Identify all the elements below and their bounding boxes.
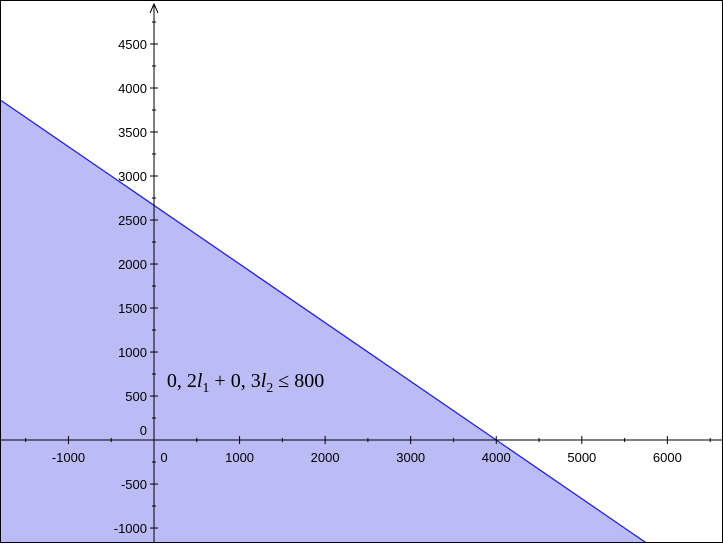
y-tick-label: 500 xyxy=(125,389,147,404)
coefficient-2: 0, 3 xyxy=(231,370,261,392)
x-tick-label: 3000 xyxy=(396,450,425,465)
x-tick-label: 6000 xyxy=(653,450,682,465)
inequality-label: 0, 2l1 + 0, 3l2 ≤ 800 xyxy=(167,370,324,396)
y-tick-label: 4000 xyxy=(118,81,147,96)
x-tick-label: 0 xyxy=(160,450,167,465)
y-tick-label: 1500 xyxy=(118,301,147,316)
x-tick-label: 1000 xyxy=(225,450,254,465)
subscript-2: 2 xyxy=(266,381,273,396)
y-tick-label: -500 xyxy=(121,477,147,492)
constraint-line xyxy=(0,99,655,548)
y-tick-label: 3500 xyxy=(118,125,147,140)
y-tick-label: 2000 xyxy=(118,257,147,272)
subscript-1: 1 xyxy=(202,381,209,396)
y-tick-label: 4500 xyxy=(118,37,147,52)
x-tick-label: 5000 xyxy=(567,450,596,465)
x-tick-label: 4000 xyxy=(482,450,511,465)
y-tick-label: 2500 xyxy=(118,213,147,228)
x-tick-label: -1000 xyxy=(52,450,85,465)
relation: ≤ 800 xyxy=(273,370,324,392)
x-tick-label: 2000 xyxy=(311,450,340,465)
y-axis-arrow xyxy=(149,2,159,14)
feasible-region xyxy=(0,99,668,548)
y-tick-label: -1000 xyxy=(114,521,147,536)
y-tick-label: 1000 xyxy=(118,345,147,360)
coefficient-1: 0, 2 xyxy=(167,370,197,392)
variable-l1: l xyxy=(197,370,203,392)
y-tick-label: 3000 xyxy=(118,169,147,184)
variable-l2: l xyxy=(261,370,267,392)
y-tick-label: 0 xyxy=(140,423,147,438)
plus-sign: + xyxy=(209,370,230,392)
